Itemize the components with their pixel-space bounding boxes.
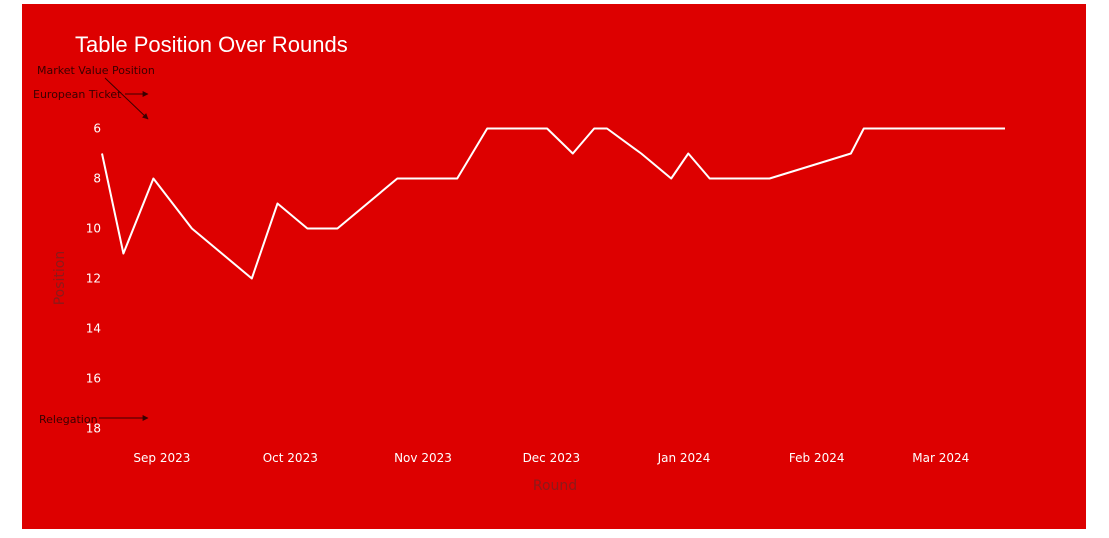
y-tick-label: 10 <box>86 222 101 236</box>
annotation-label: European Ticket <box>33 88 122 101</box>
y-axis-title: Position <box>52 251 68 306</box>
annotation-label: Relegation <box>39 413 98 426</box>
annotation-label: Market Value Position <box>37 64 155 77</box>
y-tick-label: 12 <box>86 272 101 286</box>
x-tick-label: Dec 2023 <box>523 451 581 465</box>
x-axis-title: Round <box>533 478 577 494</box>
x-tick-label: Sep 2023 <box>133 451 190 465</box>
y-tick-label: 8 <box>93 172 101 186</box>
annotation-arrow <box>104 77 149 120</box>
y-tick-label: 18 <box>86 422 101 436</box>
x-tick-label: Nov 2023 <box>394 451 452 465</box>
x-tick-label: Feb 2024 <box>789 451 845 465</box>
x-tick-label: Jan 2024 <box>657 451 711 465</box>
annotations: Market Value Position European Ticket Rele… <box>33 64 155 426</box>
x-tick-label: Oct 2023 <box>263 451 318 465</box>
x-axis-ticks: Sep 2023 Oct 2023 Nov 2023 Dec 2023 Jan 2024… <box>133 451 969 465</box>
chart-title: Table Position Over Rounds <box>75 32 348 57</box>
x-tick-label: Mar 2024 <box>912 451 969 465</box>
y-tick-label: 6 <box>93 122 101 136</box>
chart-background <box>22 4 1086 529</box>
y-tick-label: 14 <box>86 322 101 336</box>
series-line <box>101 127 1005 280</box>
y-axis-ticks: 6 8 10 12 14 16 18 <box>86 122 101 436</box>
y-tick-label: 16 <box>86 372 101 386</box>
